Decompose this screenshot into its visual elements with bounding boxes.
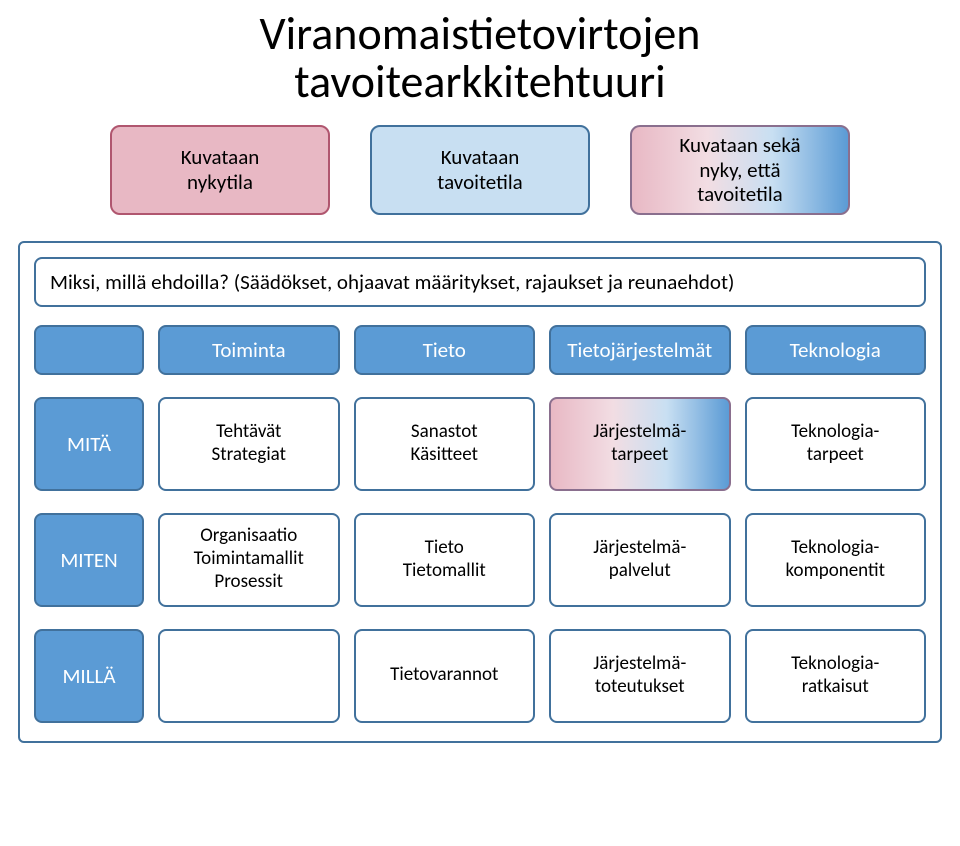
legend-text: Kuvataan sekänyky, ettätavoitetila <box>679 133 800 205</box>
row-label-mita: MITÄ <box>34 397 144 491</box>
cell-miten-tieto: TietoTietomallit <box>354 513 536 607</box>
cell-text: TietoTietomallit <box>403 537 486 583</box>
cell-mita-tieto: SanastotKäsitteet <box>354 397 536 491</box>
cell-miten-toiminta: OrganisaatioToimintamallitProsessit <box>158 513 340 607</box>
cell-milla-tieto: Tietovarannot <box>354 629 536 723</box>
page-title: Viranomaistietovirtojen tavoitearkkiteht… <box>18 10 942 107</box>
title-line-2: tavoitearkkitehtuuri <box>294 54 665 110</box>
cell-mita-jarj: Järjestelmä-tarpeet <box>549 397 731 491</box>
col-header-teknologia: Teknologia <box>745 325 927 375</box>
row-label-milla: MILLÄ <box>34 629 144 723</box>
miksi-box: Miksi, millä ehdoilla? (Säädökset, ohjaa… <box>34 257 926 307</box>
legend-box-tavoitetila: Kuvataantavoitetila <box>370 125 590 215</box>
cell-milla-toiminta <box>158 629 340 723</box>
cell-text: TehtävätStrategiat <box>212 421 286 467</box>
architecture-frame: Miksi, millä ehdoilla? (Säädökset, ohjaa… <box>18 241 942 743</box>
cell-text: Järjestelmä-toteutukset <box>593 653 686 699</box>
col-header-tieto: Tieto <box>354 325 536 375</box>
cell-miten-tekn: Teknologia-komponentit <box>745 513 927 607</box>
cell-milla-tekn: Teknologia-ratkaisut <box>745 629 927 723</box>
cell-text: Järjestelmä-palvelut <box>593 537 686 583</box>
cell-text: SanastotKäsitteet <box>411 421 478 467</box>
cell-text: Järjestelmä-tarpeet <box>593 421 686 467</box>
legend-text: Kuvataantavoitetila <box>437 145 522 193</box>
row-mita: MITÄ TehtävätStrategiat SanastotKäsittee… <box>34 397 926 491</box>
row-milla: MILLÄ Tietovarannot Järjestelmä-toteutuk… <box>34 629 926 723</box>
column-header-row: Toiminta Tieto Tietojärjestelmät Teknolo… <box>34 325 926 375</box>
cell-mita-tekn: Teknologia-tarpeet <box>745 397 927 491</box>
col-header-toiminta: Toiminta <box>158 325 340 375</box>
miksi-text: Miksi, millä ehdoilla? (Säädökset, ohjaa… <box>50 269 734 295</box>
legend-box-nykytila: Kuvataannykytila <box>110 125 330 215</box>
row-miten: MITEN OrganisaatioToimintamallitProsessi… <box>34 513 926 607</box>
legend-row: Kuvataannykytila Kuvataantavoitetila Kuv… <box>18 125 942 215</box>
legend-text: Kuvataannykytila <box>181 145 260 193</box>
row-label-miten: MITEN <box>34 513 144 607</box>
cell-text: Teknologia-ratkaisut <box>791 653 879 699</box>
legend-box-both: Kuvataan sekänyky, ettätavoitetila <box>630 125 850 215</box>
cell-text: Tietovarannot <box>390 664 498 687</box>
col-header-blank <box>34 325 144 375</box>
cell-miten-jarj: Järjestelmä-palvelut <box>549 513 731 607</box>
cell-text: Teknologia-komponentit <box>786 537 885 583</box>
cell-text: Teknologia-tarpeet <box>791 421 879 467</box>
cell-text: OrganisaatioToimintamallitProsessit <box>194 525 304 593</box>
cell-mita-toiminta: TehtävätStrategiat <box>158 397 340 491</box>
cell-milla-jarj: Järjestelmä-toteutukset <box>549 629 731 723</box>
col-header-tietojar: Tietojärjestelmät <box>549 325 731 375</box>
